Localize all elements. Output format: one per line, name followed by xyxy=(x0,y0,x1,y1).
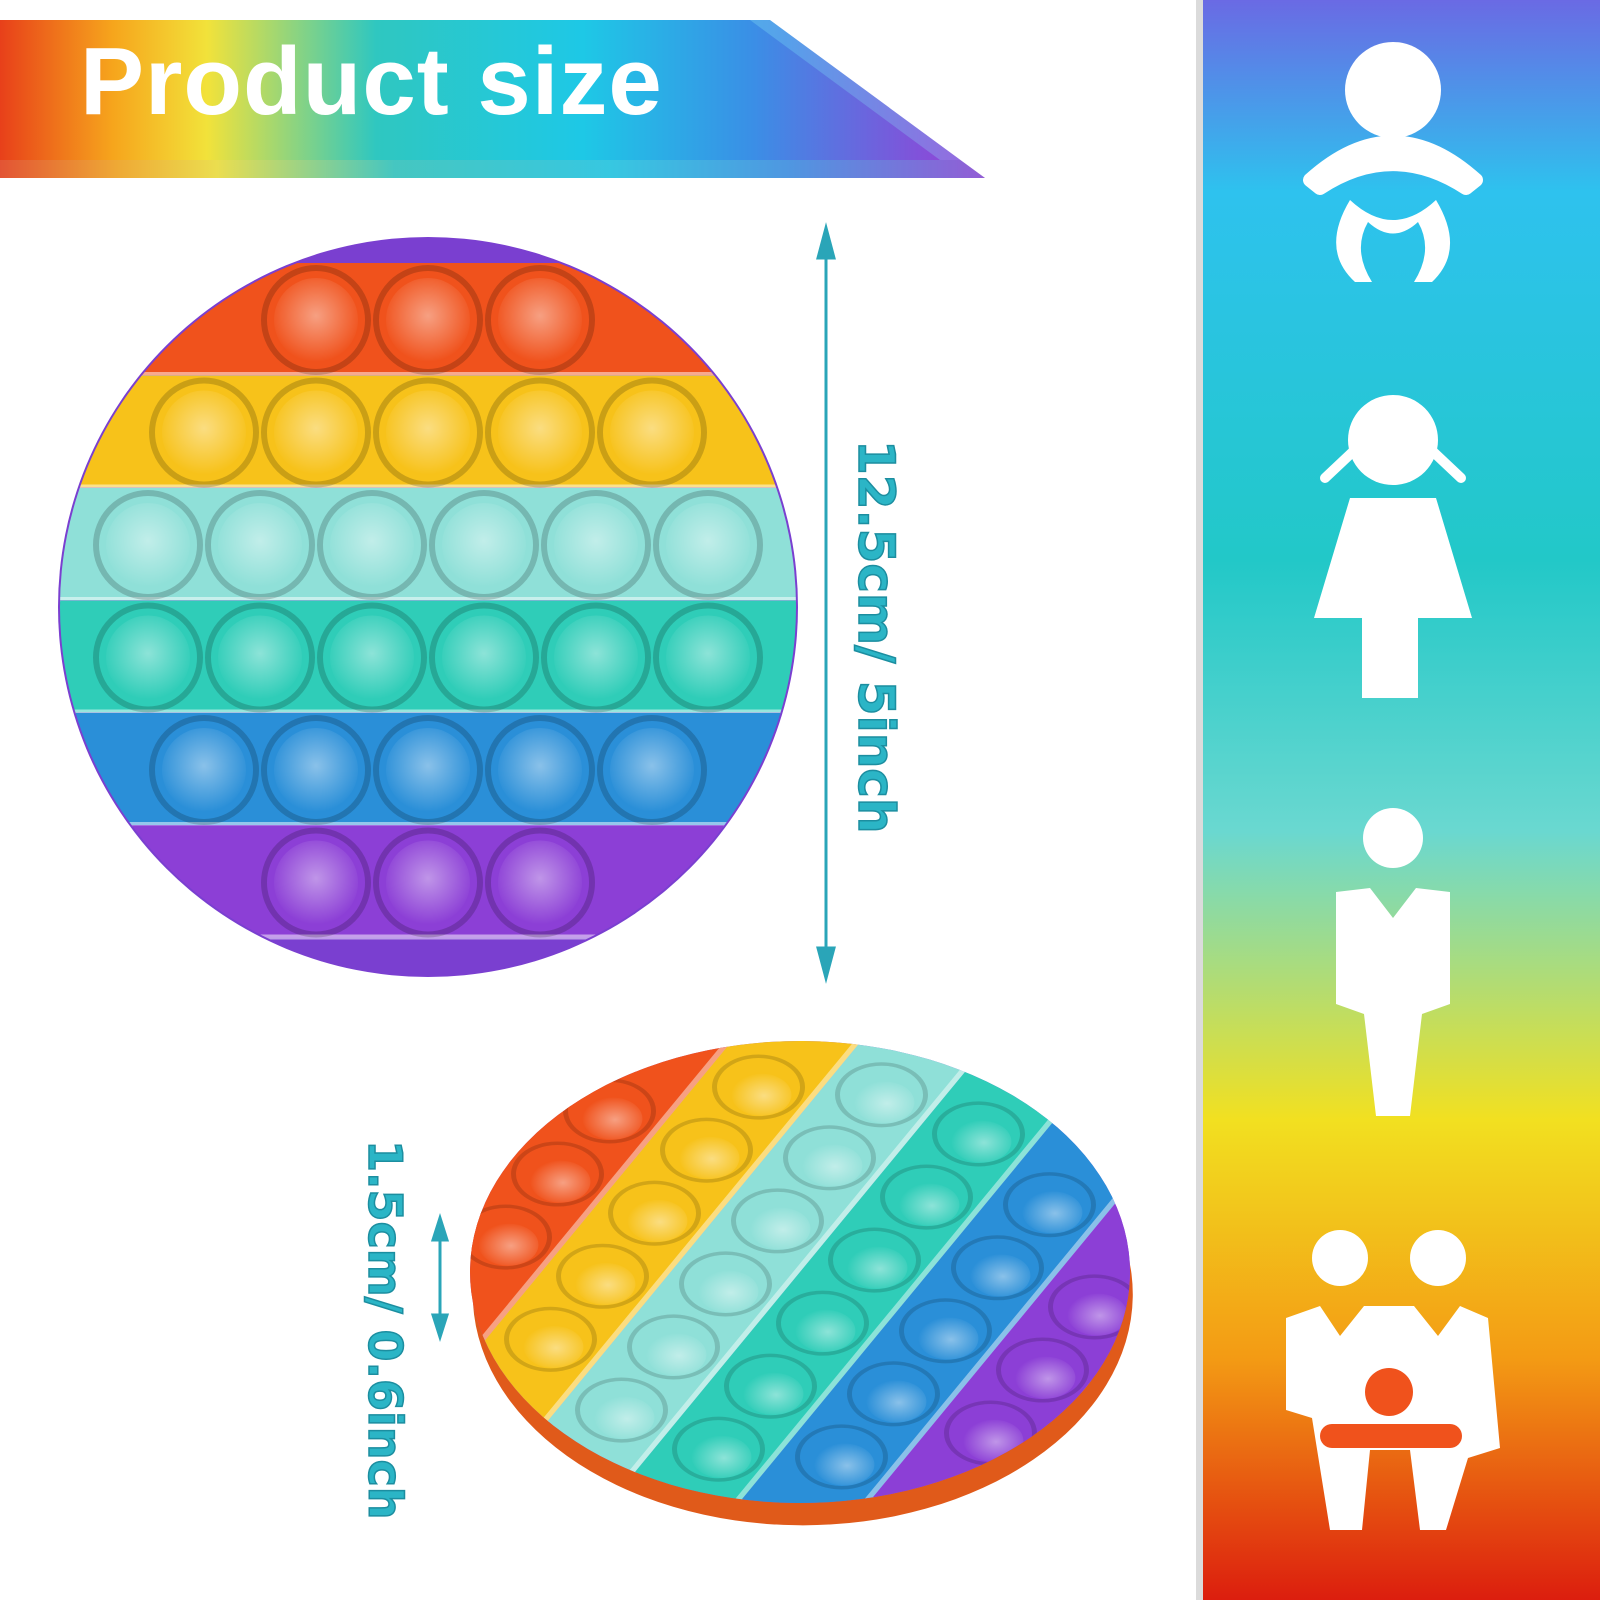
bubble-highlight xyxy=(330,615,414,700)
bubble-highlight xyxy=(330,503,414,587)
bubble-highlight xyxy=(274,390,358,475)
bubble-highlight xyxy=(1022,1191,1083,1234)
boy-icon xyxy=(1336,808,1450,1116)
bubble-highlight xyxy=(218,615,302,700)
girl-icon xyxy=(1314,395,1472,698)
bubble-highlight xyxy=(610,390,694,475)
bubble-highlight xyxy=(731,1073,792,1116)
diameter-label: 12.5cm/ 5inch xyxy=(846,439,906,834)
bubble-highlight xyxy=(698,1270,759,1313)
bubble-highlight xyxy=(691,1435,752,1478)
bubble-highlight xyxy=(582,1097,643,1140)
family-icon xyxy=(1286,1230,1500,1530)
page-title: Product size xyxy=(80,28,663,135)
bubble-highlight xyxy=(970,1254,1031,1297)
bubble-highlight xyxy=(802,1144,863,1187)
bubble-highlight xyxy=(854,1081,915,1124)
bubble-highlight xyxy=(386,840,470,925)
bubble-highlight xyxy=(1015,1356,1076,1399)
bubble-highlight xyxy=(918,1317,979,1360)
bubble-highlight xyxy=(218,503,302,587)
bubble-highlight xyxy=(646,1333,707,1376)
bubble-highlight xyxy=(554,615,638,700)
bubble-highlight xyxy=(610,728,694,812)
bubble-highlight xyxy=(679,1136,740,1179)
bubble-highlight xyxy=(847,1246,908,1289)
bubble-highlight xyxy=(627,1199,688,1242)
stripe-divider xyxy=(497,1021,905,1476)
bubble-highlight xyxy=(386,278,470,362)
bubble-highlight xyxy=(575,1262,636,1305)
bubble-highlight xyxy=(814,1443,875,1486)
bubble-highlight xyxy=(530,1160,591,1203)
bubble-highlight xyxy=(743,1372,804,1415)
bubble-highlight xyxy=(274,840,358,925)
bubble-highlight xyxy=(498,390,582,475)
bubble-highlight xyxy=(523,1325,584,1368)
row-divider xyxy=(60,372,796,377)
stripe-divider xyxy=(594,1027,1002,1516)
diameter-arrow xyxy=(816,222,836,984)
bubble-highlight xyxy=(274,278,358,362)
stripe-divider xyxy=(788,1105,1158,1523)
bubble-highlight xyxy=(162,728,246,812)
bubble-highlight xyxy=(951,1120,1012,1163)
bubble-highlight xyxy=(498,840,582,925)
bubble-highlight xyxy=(866,1380,927,1423)
baby-icon xyxy=(1303,42,1483,282)
thickness-arrow xyxy=(430,1213,450,1342)
row-divider xyxy=(60,709,796,715)
bubble-highlight xyxy=(750,1207,811,1250)
bubble-highlight xyxy=(795,1309,856,1352)
bubble-highlight xyxy=(386,728,470,812)
row-divider xyxy=(60,597,796,602)
bubble-highlight xyxy=(666,503,750,587)
bubble-highlight xyxy=(106,503,190,587)
row-divider xyxy=(60,484,796,490)
bubble-highlight xyxy=(478,1223,539,1266)
row-divider xyxy=(60,822,796,827)
title-banner xyxy=(0,20,985,178)
thickness-label: 1.5cm/ 0.6inch xyxy=(357,1139,413,1520)
bubble-highlight xyxy=(666,615,750,700)
bubble-highlight xyxy=(162,390,246,475)
age-panel xyxy=(1196,0,1600,1600)
stripe-divider xyxy=(442,1021,808,1437)
bubble-highlight xyxy=(498,728,582,812)
top-view-toy xyxy=(58,237,798,977)
bubble-highlight xyxy=(442,503,526,587)
stripe-divider xyxy=(691,1066,1099,1523)
bubble-highlight xyxy=(1067,1293,1128,1336)
bubble-highlight xyxy=(899,1183,960,1226)
bubble-highlight xyxy=(106,615,190,700)
bubble-highlight xyxy=(554,503,638,587)
row-divider xyxy=(60,934,796,940)
bubble-highlight xyxy=(274,728,358,812)
bubble-highlight xyxy=(498,278,582,362)
bubble-highlight xyxy=(386,390,470,475)
bubble-highlight xyxy=(594,1396,655,1439)
side-view-toy xyxy=(442,1021,1158,1526)
bubble-highlight xyxy=(442,615,526,700)
